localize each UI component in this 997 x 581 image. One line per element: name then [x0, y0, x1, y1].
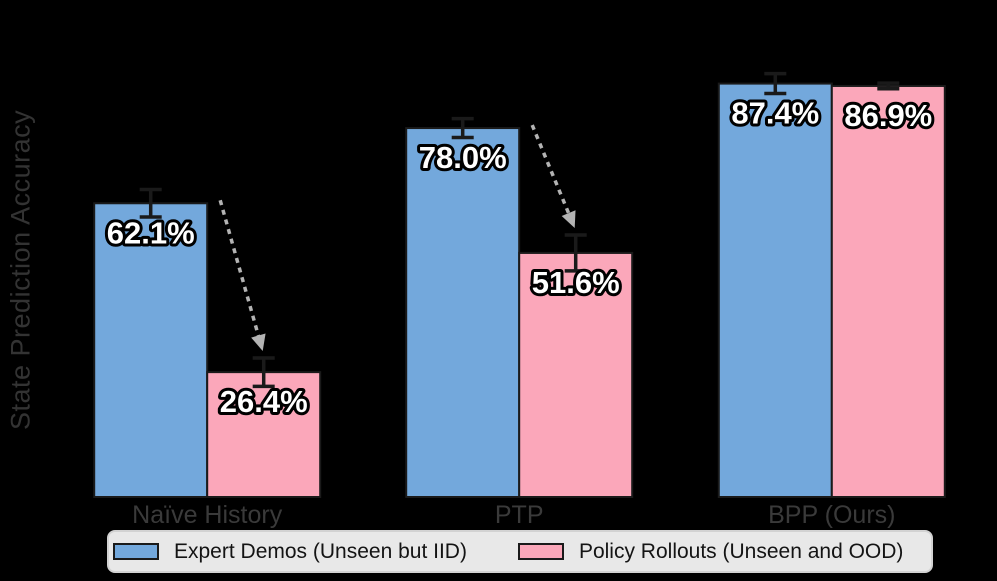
bar-value-label-bpp-ours-1: 86.9%: [844, 98, 932, 133]
legend: Expert Demos (Unseen but IID) Policy Rol…: [107, 530, 933, 573]
x-tick-label-bpp-ours: BPP (Ours): [768, 501, 895, 529]
x-tick-label-na-ve-history: Naïve History: [132, 501, 283, 529]
bar-value-label-na-ve-history-1: 26.4%: [220, 384, 308, 419]
legend-label-expert-demos: Expert Demos (Unseen but IID): [174, 539, 467, 563]
bar-expert-demos-bpp-ours: [717, 82, 833, 499]
bar-expert-demos-ptp: [405, 127, 521, 498]
bar-value-label-na-ve-history-0: 62.1%: [107, 215, 195, 250]
x-tick-label-ptp: PTP: [495, 501, 544, 529]
drop-arrow-line-ptp: [530, 124, 572, 217]
bar-value-label-ptp-1: 51.6%: [532, 265, 620, 300]
drop-arrow-head-ptp: [561, 210, 576, 228]
drop-arrow-head-na-ve-history: [251, 333, 266, 351]
legend-swatch-pink: [517, 543, 564, 560]
y-axis-label: State Prediction Accuracy: [5, 109, 36, 431]
bar-policy-rollouts-ptp: [518, 251, 634, 498]
bar-expert-demos-na-ve-history: [93, 202, 209, 498]
bar-value-label-ptp-0: 78.0%: [419, 140, 507, 175]
legend-label-policy-rollouts: Policy Rollouts (Unseen and OOD): [578, 539, 904, 563]
legend-item-expert-demos: Expert Demos (Unseen but IID): [113, 540, 467, 564]
legend-item-policy-rollouts: Policy Rollouts (Unseen and OOD): [517, 539, 904, 564]
drop-arrow-line-na-ve-history: [218, 199, 261, 339]
bar-value-label-bpp-ours-0: 87.4%: [731, 96, 819, 131]
bar-policy-rollouts-bpp-ours: [830, 84, 946, 498]
legend-swatch-blue: [113, 543, 159, 560]
